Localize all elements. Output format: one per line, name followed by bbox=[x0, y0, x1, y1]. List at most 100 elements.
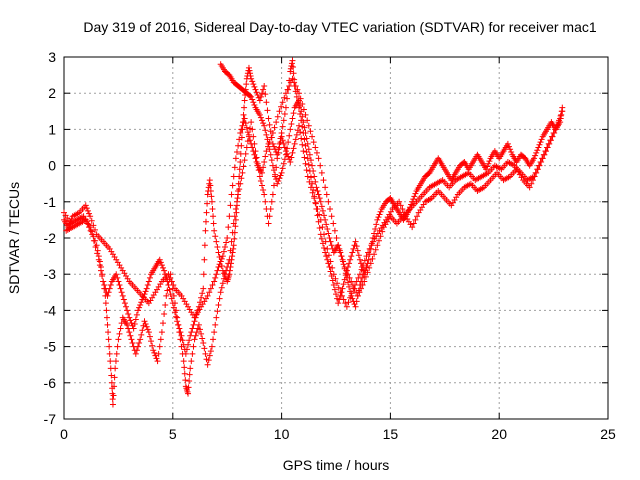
data-point bbox=[119, 292, 126, 299]
data-point bbox=[335, 284, 342, 291]
data-point bbox=[249, 78, 256, 85]
data-point bbox=[141, 291, 148, 298]
data-point bbox=[243, 124, 250, 131]
data-point bbox=[342, 270, 349, 277]
data-point bbox=[94, 250, 101, 257]
data-point bbox=[301, 154, 308, 161]
data-point bbox=[125, 311, 132, 318]
data-point bbox=[322, 249, 329, 256]
data-point bbox=[226, 213, 233, 220]
data-point bbox=[243, 81, 250, 88]
data-point bbox=[275, 146, 282, 153]
data-point bbox=[281, 111, 288, 118]
data-point bbox=[105, 336, 112, 343]
data-point bbox=[282, 90, 289, 97]
data-point bbox=[410, 220, 417, 227]
data-point bbox=[270, 182, 277, 189]
data-point bbox=[88, 228, 95, 235]
data-point bbox=[240, 111, 247, 118]
data-point bbox=[288, 120, 295, 127]
data-point bbox=[544, 144, 551, 151]
data-point bbox=[259, 117, 266, 124]
axis-ticks: 0 5 10 15 20 25 -7 -6 -5 -4 -3 -2 -1 0 1 2 3 bbox=[44, 49, 616, 442]
x-tick-label: 10 bbox=[274, 426, 290, 442]
data-point bbox=[485, 160, 492, 167]
data-point bbox=[157, 336, 164, 343]
data-point bbox=[360, 271, 367, 278]
data-point bbox=[162, 271, 169, 278]
data-point bbox=[346, 260, 353, 267]
data-point bbox=[484, 163, 491, 170]
data-point bbox=[212, 274, 219, 281]
data-point bbox=[231, 235, 238, 242]
data-point bbox=[179, 337, 186, 344]
data-point bbox=[282, 151, 289, 158]
data-point bbox=[279, 99, 286, 106]
data-point bbox=[269, 191, 276, 198]
data-point bbox=[173, 313, 180, 320]
data-point bbox=[126, 314, 133, 321]
data-point bbox=[246, 67, 253, 74]
data-point bbox=[288, 154, 295, 161]
data-point bbox=[109, 396, 116, 403]
data-point bbox=[538, 136, 545, 143]
data-point bbox=[227, 263, 234, 270]
data-point bbox=[536, 162, 543, 169]
data-point bbox=[363, 263, 370, 270]
data-point bbox=[213, 271, 220, 278]
data-point bbox=[358, 260, 365, 267]
data-point bbox=[326, 263, 333, 270]
data-point bbox=[202, 218, 209, 225]
data-point bbox=[316, 225, 323, 232]
data-point bbox=[132, 316, 139, 323]
data-point bbox=[101, 282, 108, 289]
data-point bbox=[334, 280, 341, 287]
data-point bbox=[302, 111, 309, 118]
x-axis-label: GPS time / hours bbox=[283, 457, 390, 473]
data-point bbox=[201, 256, 208, 263]
data-point bbox=[505, 143, 512, 150]
data-point bbox=[538, 158, 545, 165]
data-point bbox=[285, 139, 292, 146]
data-point bbox=[278, 169, 285, 176]
data-point bbox=[286, 132, 293, 139]
data-point bbox=[296, 97, 303, 104]
data-point bbox=[307, 157, 314, 164]
data-point bbox=[254, 160, 261, 167]
data-point bbox=[298, 135, 305, 142]
data-point bbox=[531, 173, 538, 180]
data-point bbox=[276, 140, 283, 147]
data-point bbox=[198, 294, 205, 301]
data-point bbox=[347, 256, 354, 263]
data-point bbox=[328, 242, 335, 249]
data-point bbox=[96, 262, 103, 269]
data-point bbox=[182, 350, 189, 357]
data-point bbox=[181, 364, 188, 371]
data-point bbox=[166, 286, 173, 293]
data-point bbox=[304, 140, 311, 147]
data-point bbox=[87, 227, 94, 234]
data-point bbox=[317, 162, 324, 169]
data-point bbox=[111, 383, 118, 390]
data-point bbox=[253, 89, 260, 96]
data-point bbox=[127, 332, 134, 339]
data-point bbox=[299, 113, 306, 120]
data-point bbox=[169, 285, 176, 292]
data-point bbox=[289, 149, 296, 156]
data-point bbox=[354, 247, 361, 254]
data-point bbox=[328, 273, 335, 280]
data-point bbox=[311, 173, 318, 180]
data-point bbox=[280, 117, 287, 124]
data-point bbox=[551, 130, 558, 137]
data-point bbox=[346, 283, 353, 290]
data-point bbox=[232, 216, 239, 223]
data-point bbox=[305, 146, 312, 153]
data-point bbox=[154, 358, 161, 365]
data-point bbox=[326, 235, 333, 241]
data-point bbox=[406, 204, 413, 211]
data-point bbox=[261, 82, 268, 89]
data-point bbox=[287, 68, 294, 75]
data-point bbox=[162, 301, 169, 308]
data-point bbox=[229, 253, 236, 260]
